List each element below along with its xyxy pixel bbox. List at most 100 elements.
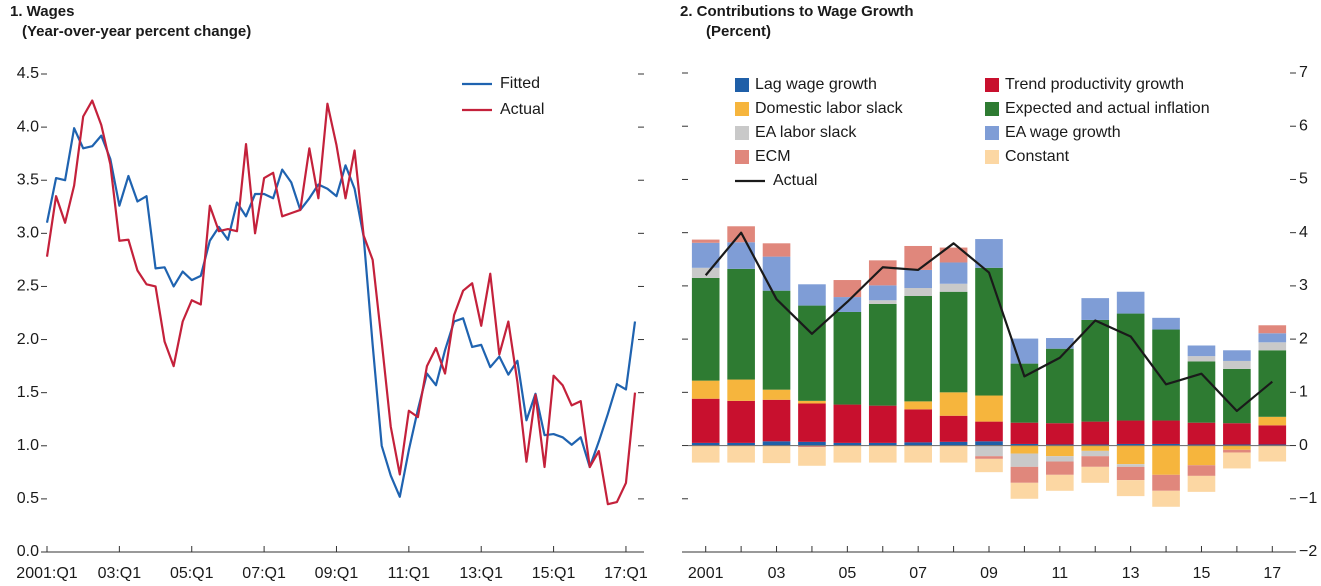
bar-segment: [1152, 443, 1180, 446]
bar-segment: [868, 405, 897, 443]
bar-segment: [939, 415, 968, 442]
x-tick-label: 17: [1263, 565, 1281, 582]
x-tick-label: 2001: [688, 565, 724, 582]
bar-segment: [1010, 482, 1039, 499]
bar-segment: [727, 268, 755, 380]
bar-segment: [975, 441, 1003, 446]
bar-segment: [868, 303, 897, 406]
bar-segment: [1152, 490, 1180, 507]
bar-segment: [1223, 350, 1251, 361]
bar-segment: [1116, 291, 1145, 314]
bar-segment: [762, 399, 791, 442]
bar-segment: [1116, 443, 1145, 446]
legend-label: Actual: [500, 101, 544, 118]
y-tick-label: 1: [1299, 384, 1308, 401]
y-tick-label: 7: [1299, 64, 1308, 81]
bar-segment: [833, 280, 862, 298]
bar-segment: [939, 441, 968, 446]
bar-segment: [1116, 445, 1145, 465]
chart-subtitle: (Percent): [706, 23, 771, 40]
legend-label: Lag wage growth: [755, 76, 877, 93]
bar-segment: [1223, 452, 1251, 469]
bar-segment: [833, 404, 862, 443]
bar-segment: [762, 441, 791, 446]
legend-label: Constant: [1005, 148, 1070, 165]
bar-segment: [1046, 423, 1074, 445]
bar-segment: [1010, 466, 1039, 483]
bar-segment: [904, 445, 932, 463]
legend-label: Domestic labor slack: [755, 100, 904, 117]
y-tick-label: 2.5: [17, 278, 39, 295]
x-tick-label: 13: [1122, 565, 1140, 582]
series-line: [704, 231, 1273, 413]
y-tick-label: 0: [1299, 437, 1308, 454]
bar-segment: [904, 245, 932, 270]
bar-segment: [975, 456, 1003, 459]
bar-segment: [1116, 464, 1145, 467]
bar-segment: [1010, 445, 1039, 454]
bar-segment: [939, 283, 968, 292]
bar-segment: [1187, 345, 1216, 357]
bar-segment: [1116, 313, 1145, 421]
y-tick-label: 0.5: [17, 490, 39, 507]
bar-segment: [1152, 420, 1180, 444]
y-tick-label: 2.0: [17, 331, 39, 348]
bar-segment: [1081, 466, 1110, 483]
bar-segment: [1081, 421, 1110, 445]
bar-segment: [868, 300, 897, 304]
legend-swatch: [735, 102, 749, 116]
bar-segment: [762, 445, 791, 464]
bar-segment: [904, 296, 932, 402]
legend-label: Expected and actual inflation: [1005, 100, 1210, 117]
legend-label: Fitted: [500, 75, 540, 92]
legend-swatch: [735, 150, 749, 164]
bar-segment: [975, 458, 1003, 473]
bar-segment: [1258, 350, 1287, 417]
x-tick-label: 03: [768, 565, 786, 582]
x-tick-label: 13:Q1: [459, 565, 503, 582]
legend-label: Actual: [773, 172, 817, 189]
bar-segment: [939, 445, 968, 463]
bar-segment: [975, 445, 1003, 457]
bar-segment: [1258, 445, 1287, 462]
legend-label: EA wage growth: [1005, 124, 1121, 141]
x-tick-label: 15: [1193, 565, 1211, 582]
bar-segment: [833, 311, 862, 405]
bar-segment: [762, 256, 791, 291]
bar-segment: [798, 447, 826, 466]
y-tick-label: 0.0: [17, 543, 39, 560]
bar-segment: [762, 243, 791, 257]
y-tick-label: 1.0: [17, 437, 39, 454]
legend-label: EA labor slack: [755, 124, 857, 141]
bar-segment: [798, 445, 826, 448]
bar-segment: [1046, 348, 1074, 424]
bar-segment: [691, 277, 720, 381]
bar-segment: [1223, 423, 1251, 445]
bar-segment: [1046, 456, 1074, 462]
x-tick-label: 2001:Q1: [16, 565, 77, 582]
x-tick-label: 09:Q1: [315, 565, 359, 582]
legend-swatch: [735, 78, 749, 92]
bar-segment: [727, 442, 755, 446]
bar-segment: [1223, 360, 1251, 369]
bar-segment: [1152, 474, 1180, 491]
x-tick-label: 03:Q1: [98, 565, 142, 582]
bar-segment: [798, 305, 826, 401]
bar-segment: [904, 442, 932, 446]
bar-segment: [1187, 422, 1216, 445]
bar-segment: [868, 442, 897, 446]
x-tick-label: 07:Q1: [242, 565, 286, 582]
bar-segment: [868, 445, 897, 463]
bar-segment: [904, 409, 932, 443]
bar-segment: [1046, 445, 1074, 457]
x-tick-label: 11:Q1: [388, 565, 431, 582]
legend-label: ECM: [755, 148, 791, 165]
bar-segment: [798, 403, 826, 442]
bar-segment: [1187, 361, 1216, 423]
x-tick-label: 15:Q1: [532, 565, 576, 582]
bar-segment: [1081, 298, 1110, 320]
bar-segment: [975, 395, 1003, 422]
bar-segment: [1152, 317, 1180, 330]
y-tick-label: 1.5: [17, 384, 39, 401]
